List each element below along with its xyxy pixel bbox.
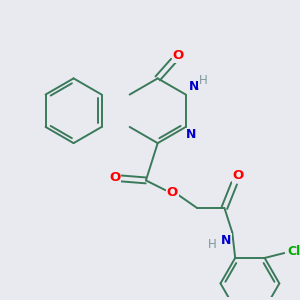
Text: N: N [188, 80, 199, 93]
Text: H: H [208, 238, 217, 251]
Text: N: N [221, 234, 232, 247]
Text: O: O [232, 169, 244, 182]
Text: O: O [167, 186, 178, 199]
Text: Cl: Cl [287, 244, 300, 258]
Text: O: O [109, 171, 120, 184]
Text: N: N [185, 128, 196, 141]
Text: O: O [173, 49, 184, 62]
Text: H: H [199, 74, 208, 87]
